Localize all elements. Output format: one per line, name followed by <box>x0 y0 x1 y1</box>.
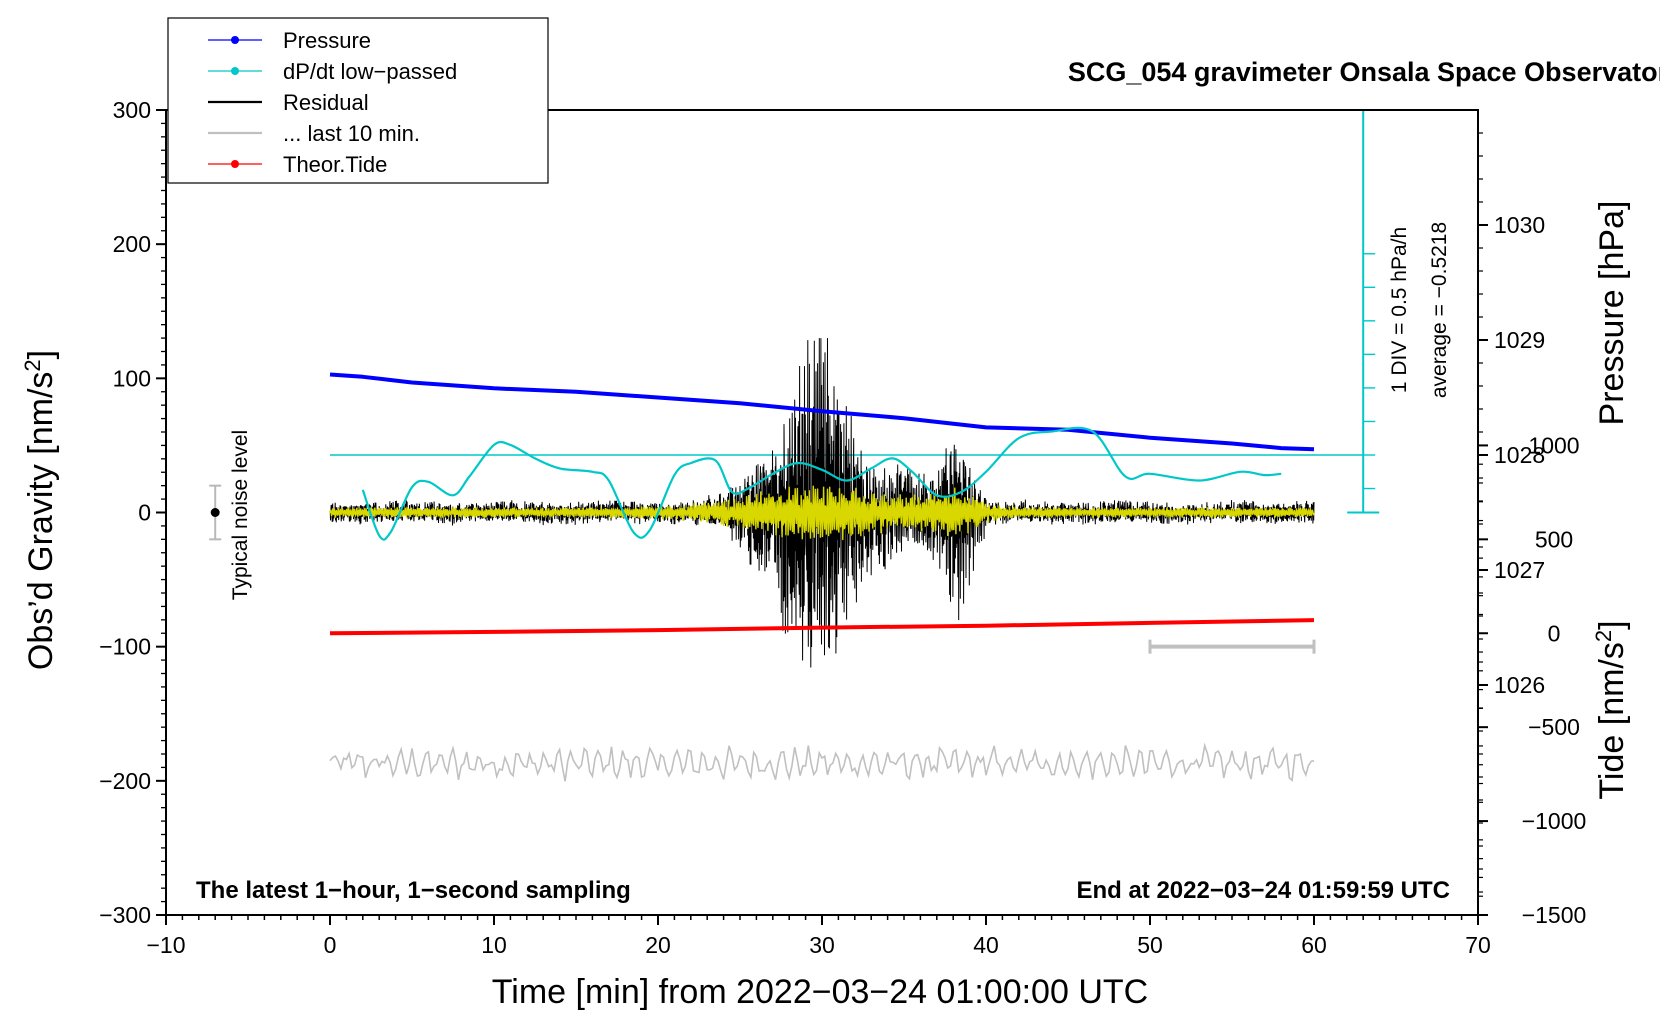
y-left-tick-label: 100 <box>113 365 151 391</box>
x-tick-label: 0 <box>324 932 337 958</box>
legend-label: Residual <box>283 90 369 115</box>
y-left-tick-label: −300 <box>99 902 151 928</box>
dpdt-scale-label: 1 DIV = 0.5 hPa/h <box>1388 227 1411 393</box>
legend: Pressure dP/dt low−passed Residual ... last… <box>167 17 549 184</box>
y-axis-pressure-title: Pressure [hPa] <box>1593 201 1631 426</box>
tide-tick-label: −1500 <box>1522 902 1587 928</box>
tide-tick-label: 1000 <box>1528 432 1579 458</box>
x-tick-label: 10 <box>481 932 507 958</box>
pressure-tick-label: 1029 <box>1494 327 1545 353</box>
noise-bar-dot <box>210 508 220 517</box>
dpdt-line <box>361 426 1282 541</box>
dpdt-average-label: average = −0.5218 <box>1428 222 1451 398</box>
y-left-tick-label: 300 <box>113 97 151 123</box>
legend-swatch-dot <box>231 67 239 75</box>
tide-tick-label: −1000 <box>1522 808 1587 834</box>
x-tick-label: −10 <box>146 932 185 958</box>
x-axis-title: Time [min] from 2022−03−24 01:00:00 UTC <box>492 973 1148 1011</box>
legend-label: dP/dt low−passed <box>283 59 457 84</box>
sampling-note: The latest 1−hour, 1−second sampling <box>196 877 631 904</box>
legend-box <box>167 17 549 184</box>
last-10-min-line <box>329 742 1315 782</box>
legend-entry: Pressure <box>208 28 371 53</box>
y-left-tick-label: 0 <box>138 500 151 526</box>
x-tick-label: 40 <box>973 932 999 958</box>
x-tick-label: 50 <box>1137 932 1163 958</box>
x-tick-label: 70 <box>1465 932 1491 958</box>
y-left-tick-label: −100 <box>99 634 151 660</box>
pressure-tick-label: 1028 <box>1494 442 1545 468</box>
y-axis-tide-title: Tide [nm/s2] <box>1591 620 1632 799</box>
legend-swatch-dot <box>231 36 239 44</box>
chart-title: SCG_054 gravimeter Onsala Space Observat… <box>1068 57 1660 87</box>
x-tick-label: 30 <box>809 932 835 958</box>
residual-filtered-line <box>329 485 1315 541</box>
y-left-tick-label: 200 <box>113 231 151 257</box>
y-left-tick-label: −200 <box>99 768 151 794</box>
x-tick-label: 60 <box>1301 932 1327 958</box>
pressure-tick-label: 1026 <box>1494 672 1545 698</box>
tide-tick-label: −500 <box>1528 714 1580 740</box>
legend-entry: ... last 10 min. <box>208 121 420 146</box>
x-tick-label: 20 <box>645 932 671 958</box>
end-time-note: End at 2022−03−24 01:59:59 UTC <box>1076 877 1450 904</box>
y-axis-left-title: Obs’d Gravity [nm/s2] <box>20 350 61 670</box>
legend-entry: Residual <box>208 90 369 115</box>
pressure-tick-label: 1030 <box>1494 212 1545 238</box>
legend-label: ... last 10 min. <box>283 121 420 146</box>
legend-swatch-dot <box>231 160 239 168</box>
noise-level-label: Typical noise level <box>229 430 252 600</box>
legend-label: Theor.Tide <box>283 152 387 177</box>
tide-tick-label: 0 <box>1548 620 1561 646</box>
pressure-tick-label: 1027 <box>1494 557 1545 583</box>
pressure-line <box>329 372 1315 452</box>
legend-label: Pressure <box>283 28 371 53</box>
legend-entry: Theor.Tide <box>208 152 387 177</box>
series-layer <box>209 109 1380 782</box>
tide-tick-label: 500 <box>1535 526 1573 552</box>
tide-line <box>329 618 1315 636</box>
legend-entry: dP/dt low−passed <box>208 59 457 84</box>
axes-layer: −10 0 10 20 30 40 50 60 70−300−200−1000100200300… <box>99 97 1586 958</box>
